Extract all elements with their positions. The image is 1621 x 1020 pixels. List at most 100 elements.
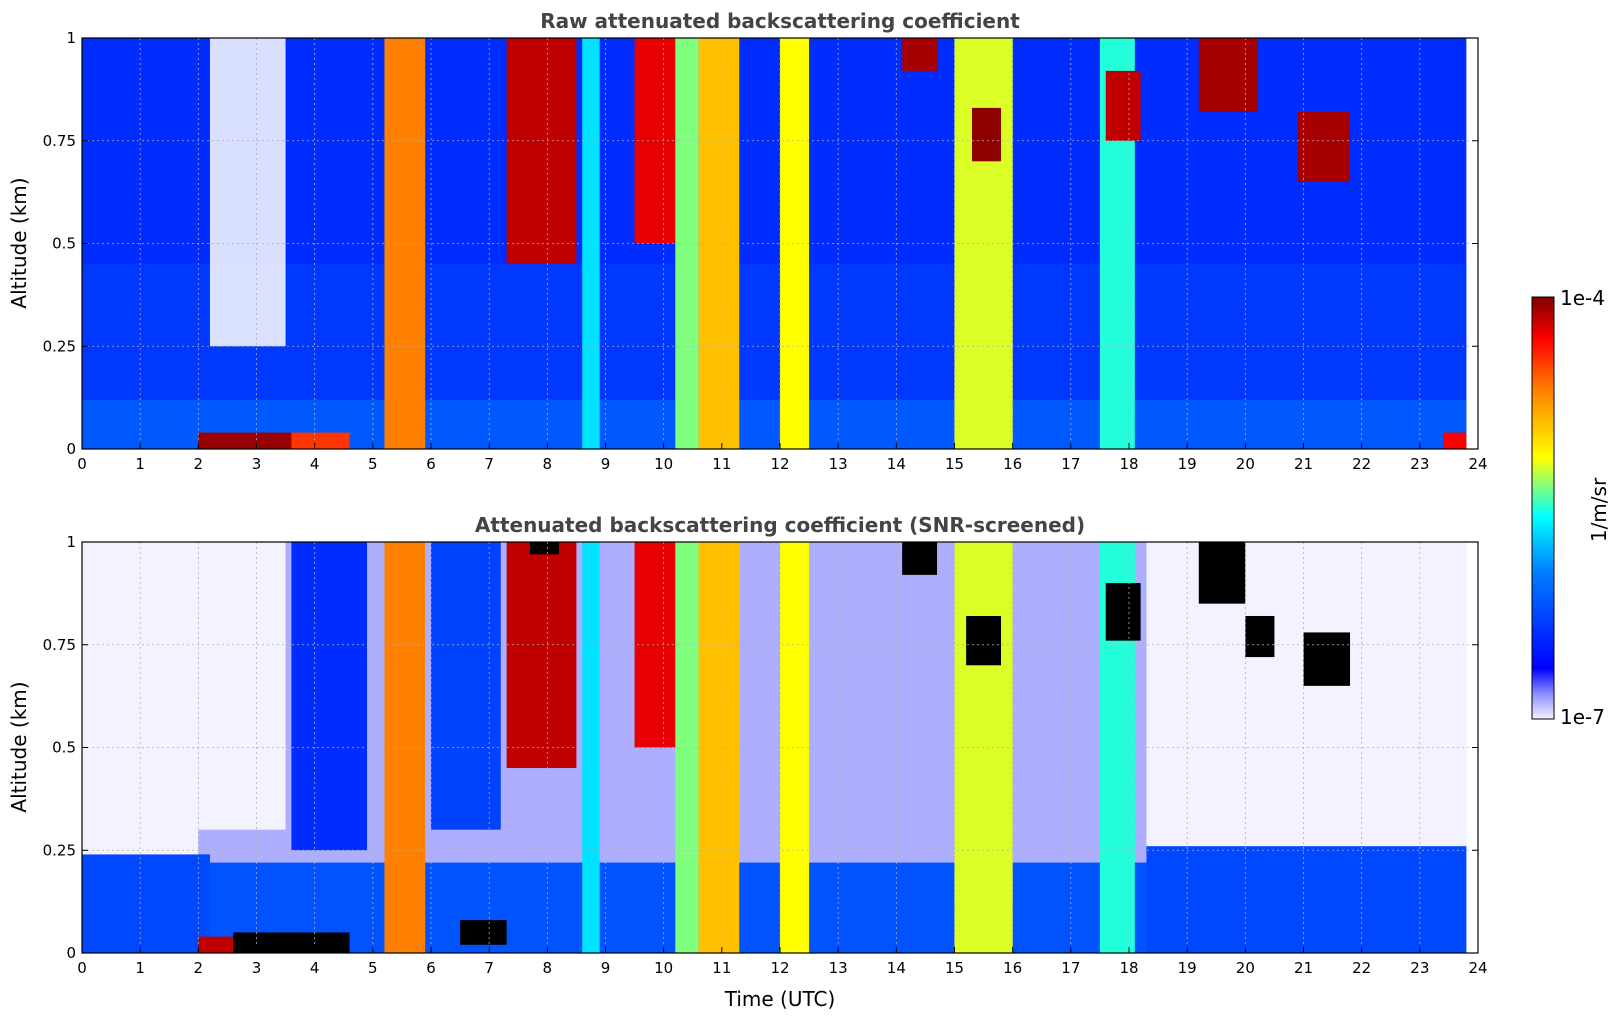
- heatmap-cell: [902, 542, 938, 575]
- grid-lines: [82, 38, 1478, 449]
- heatmap-cell: [582, 38, 600, 449]
- y-tick-label: 0: [66, 944, 76, 962]
- x-tick-label: 12: [770, 959, 789, 977]
- x-tick-label: 19: [1178, 959, 1197, 977]
- x-tick-label: 15: [945, 959, 964, 977]
- y-axis-ticks: 0 0.25 0.5 0.75 1: [43, 29, 1478, 458]
- heatmap-cell: [506, 542, 577, 769]
- x-tick-label: 9: [601, 959, 611, 977]
- x-tick-label: 10: [654, 959, 673, 977]
- x-tick-label: 4: [310, 959, 320, 977]
- x-tick-label: 13: [829, 455, 848, 473]
- x-tick-label: 10: [654, 455, 673, 473]
- backscatter-heatmap: [82, 38, 1467, 449]
- x-tick-label: 8: [543, 455, 553, 473]
- heatmap-cell: [1105, 583, 1141, 641]
- top-panel: 0 1 2 3 4 5 6 7 8 9 10 11 12 13 14 15 16 17 18 19 20 21 22 23 24…: [7, 9, 1488, 473]
- x-tick-label: 16: [1003, 455, 1022, 473]
- x-tick-label: 4: [310, 455, 320, 473]
- colorbar-label: 1/m/sr: [1587, 477, 1611, 542]
- x-tick-label: 16: [1003, 959, 1022, 977]
- x-tick-label: 24: [1468, 455, 1487, 473]
- x-tick-label: 22: [1352, 455, 1371, 473]
- y-tick-label: 0: [66, 440, 76, 458]
- colorbar-gradient: [1531, 296, 1555, 720]
- heatmap-layer: [1146, 846, 1467, 953]
- heatmap-layer: [1443, 432, 1467, 449]
- x-tick-label: 7: [484, 959, 494, 977]
- grid-lines: [82, 542, 1478, 953]
- x-axis-label: Time (UTC): [724, 987, 836, 1011]
- x-tick-label: 19: [1178, 455, 1197, 473]
- heatmap-cell: [1105, 70, 1141, 141]
- x-tick-label: 11: [712, 455, 731, 473]
- heatmap-cell: [1303, 632, 1351, 686]
- heatmap-cell: [780, 542, 810, 953]
- heatmap-clear-region: [198, 542, 286, 830]
- heatmap-cell: [384, 542, 426, 953]
- y-tick-label: 0.5: [52, 739, 76, 757]
- x-tick-label: 13: [829, 959, 848, 977]
- x-tick-label: 5: [368, 959, 378, 977]
- chart-title: Raw attenuated backscattering coefficien…: [540, 9, 1020, 33]
- y-tick-label: 0.75: [43, 132, 76, 150]
- x-tick-label: 20: [1236, 455, 1255, 473]
- colorbar-max-label: 1e-4: [1560, 286, 1605, 310]
- heatmap-cell: [966, 615, 1002, 666]
- x-tick-label: 3: [252, 959, 262, 977]
- heatmap-cell: [291, 542, 368, 851]
- chart-title: Attenuated backscattering coefficient (S…: [475, 513, 1085, 537]
- y-axis-label: Altitude (km): [7, 681, 31, 812]
- colorbar: 1e-4 1e-7 1/m/sr: [1531, 286, 1611, 729]
- x-tick-label: 17: [1061, 959, 1080, 977]
- x-tick-label: 21: [1294, 959, 1313, 977]
- heatmap-cell: [902, 38, 938, 71]
- y-tick-label: 0.25: [43, 337, 76, 355]
- heatmap-cell: [506, 38, 577, 265]
- colorbar-min-label: 1e-7: [1560, 705, 1605, 729]
- x-tick-label: 0: [77, 959, 87, 977]
- heatmap-layer: [460, 920, 507, 945]
- x-axis-ticks: 0 1 2 3 4 5 6 7 8 9 10 11 12 13 14 15 16 17 18 19 20 21 22 23 24: [77, 443, 1488, 473]
- x-tick-label: 20: [1236, 959, 1255, 977]
- y-axis-label: Altitude (km): [7, 177, 31, 308]
- x-tick-label: 9: [601, 455, 611, 473]
- heatmap-layer: [233, 932, 350, 953]
- x-tick-label: 24: [1468, 959, 1487, 977]
- heatmap-clear-region: [1146, 542, 1467, 847]
- heatmap-cell: [1297, 111, 1351, 182]
- bottom-panel: 0 1 2 3 4 5 6 7 8 9 10 11 12 13 14 15 16 17 18 19 20 21 22 23 24…: [7, 513, 1488, 1011]
- x-tick-label: 3: [252, 455, 262, 473]
- y-tick-label: 0.5: [52, 235, 76, 253]
- x-tick-label: 2: [194, 455, 204, 473]
- y-tick-label: 0.75: [43, 636, 76, 654]
- x-tick-label: 12: [770, 455, 789, 473]
- heatmap-cell: [384, 38, 426, 449]
- x-tick-label: 14: [887, 959, 906, 977]
- x-axis-ticks: 0 1 2 3 4 5 6 7 8 9 10 11 12 13 14 15 16 17 18 19 20 21 22 23 24: [77, 947, 1488, 977]
- x-tick-label: 6: [426, 455, 436, 473]
- x-tick-label: 15: [945, 455, 964, 473]
- heatmap-cell: [1245, 615, 1275, 658]
- y-tick-label: 1: [66, 533, 76, 551]
- x-tick-label: 14: [887, 455, 906, 473]
- x-tick-label: 23: [1410, 455, 1429, 473]
- heatmap-layer: [291, 432, 350, 449]
- heatmap-cell: [529, 542, 559, 555]
- x-tick-label: 23: [1410, 959, 1429, 977]
- x-tick-label: 2: [194, 959, 204, 977]
- heatmap-cell: [1198, 542, 1246, 604]
- x-tick-label: 21: [1294, 455, 1313, 473]
- y-axis-ticks: 0 0.25 0.5 0.75 1: [43, 533, 1478, 962]
- y-tick-label: 1: [66, 29, 76, 47]
- x-tick-label: 8: [543, 959, 553, 977]
- x-tick-label: 7: [484, 455, 494, 473]
- x-tick-label: 17: [1061, 455, 1080, 473]
- x-tick-label: 18: [1119, 455, 1138, 473]
- heatmap-cell: [971, 107, 1002, 162]
- x-tick-label: 1: [135, 455, 145, 473]
- y-tick-label: 0.25: [43, 841, 76, 859]
- x-tick-label: 6: [426, 959, 436, 977]
- x-tick-label: 1: [135, 959, 145, 977]
